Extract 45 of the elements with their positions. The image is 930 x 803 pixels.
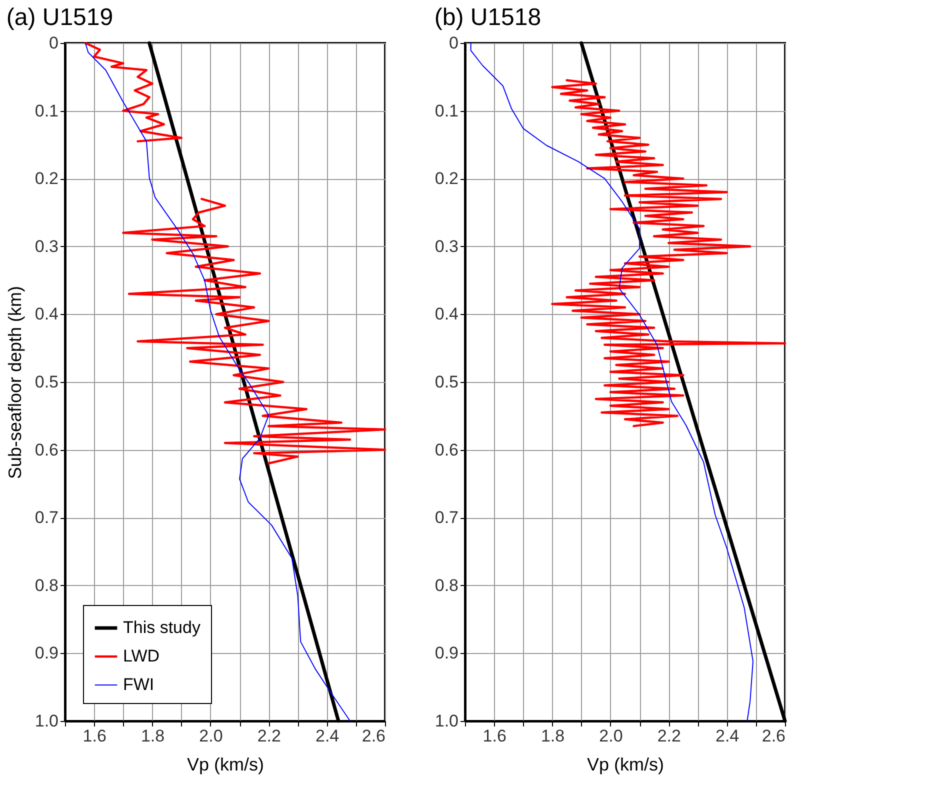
y-tick-label: 0.2	[434, 169, 458, 188]
y-tick-label: 0	[49, 34, 58, 52]
x-tick-label: 1.8	[540, 726, 565, 746]
line-series	[551, 79, 786, 428]
y-tick-label: 0.5	[34, 372, 58, 392]
y-tick-label: 1.0	[34, 712, 58, 730]
x-tick-label: 2.6	[762, 726, 786, 746]
chart-title: (b) U1518	[434, 4, 542, 31]
y-tick-label: 0.7	[34, 508, 58, 528]
x-tick-label: 2.2	[257, 726, 281, 746]
y-tick-label: 0.7	[434, 508, 458, 528]
y-tick-label: 0.4	[34, 304, 58, 324]
legend-label: FWI	[123, 675, 154, 694]
chart-title: (a) U1519	[6, 4, 114, 31]
x-tick-label: 2.6	[362, 726, 386, 746]
legend-label: This study	[123, 618, 201, 637]
x-axis-title: Vp (km/s)	[586, 754, 664, 774]
y-tick-label: 0.1	[34, 101, 58, 120]
x-axis-title: Vp (km/s)	[186, 754, 264, 774]
y-tick-label: 0.8	[434, 576, 458, 595]
y-tick-label: 0.6	[434, 440, 458, 460]
y-tick-label: 0.1	[434, 101, 458, 120]
y-tick-label: 0.8	[34, 576, 58, 595]
y-tick-label: 0.4	[434, 304, 458, 324]
x-tick-label: 2.4	[716, 726, 740, 746]
y-tick-label: 0.9	[434, 644, 458, 663]
x-tick-label: 1.6	[82, 726, 106, 746]
x-tick-label: 1.8	[140, 726, 165, 746]
x-tick-label: 2.2	[657, 726, 681, 746]
y-tick-label: 0.6	[34, 440, 58, 460]
x-tick-label: 1.6	[482, 726, 506, 746]
y-tick-label: 0.2	[34, 169, 58, 188]
y-tick-label: 0	[449, 34, 458, 52]
y-tick-label: 0.5	[434, 372, 458, 392]
legend-label: LWD	[123, 646, 160, 666]
x-tick-label: 2.0	[599, 726, 623, 746]
y-tick-label: 0.9	[34, 644, 58, 663]
y-tick-label: 0.3	[34, 236, 58, 256]
line-series	[84, 42, 351, 722]
y-axis-title: Sub-seafloor depth (km)	[4, 286, 25, 480]
y-tick-label: 0.3	[434, 236, 458, 256]
x-tick-label: 2.4	[316, 726, 340, 746]
y-tick-label: 1.0	[434, 712, 458, 730]
x-tick-label: 2.0	[199, 726, 223, 746]
line-series	[470, 42, 754, 722]
